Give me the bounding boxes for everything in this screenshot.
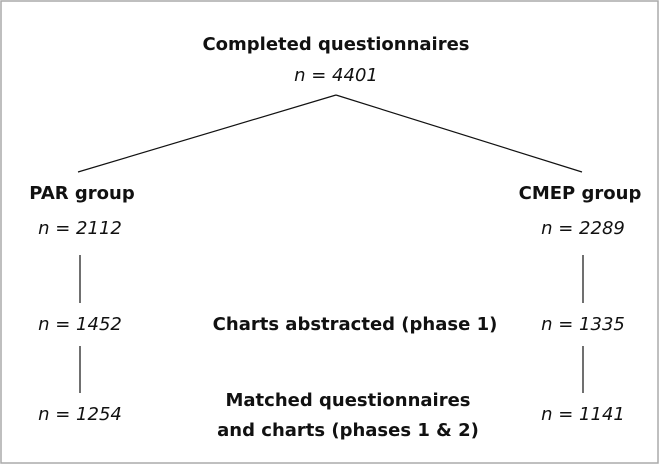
branch-line <box>77 94 337 173</box>
branch-line <box>335 94 583 173</box>
group-label: PAR group <box>29 183 135 204</box>
stage-label: and charts (phases 1 & 2) <box>217 420 479 441</box>
group-count: n = 2112 <box>38 218 122 239</box>
root-count: n = 4401 <box>294 65 378 86</box>
phase1-count: n = 1335 <box>541 314 625 335</box>
stage-label: Charts abstracted (phase 1) <box>213 314 498 335</box>
stage-label: Matched questionnaires <box>225 390 470 411</box>
group-count: n = 2289 <box>541 218 625 239</box>
group-label: CMEP group <box>519 183 642 204</box>
phase2-count: n = 1254 <box>38 404 122 425</box>
phase2-count: n = 1141 <box>541 404 625 425</box>
root-label: Completed questionnaires <box>202 34 469 55</box>
phase1-count: n = 1452 <box>38 314 122 335</box>
